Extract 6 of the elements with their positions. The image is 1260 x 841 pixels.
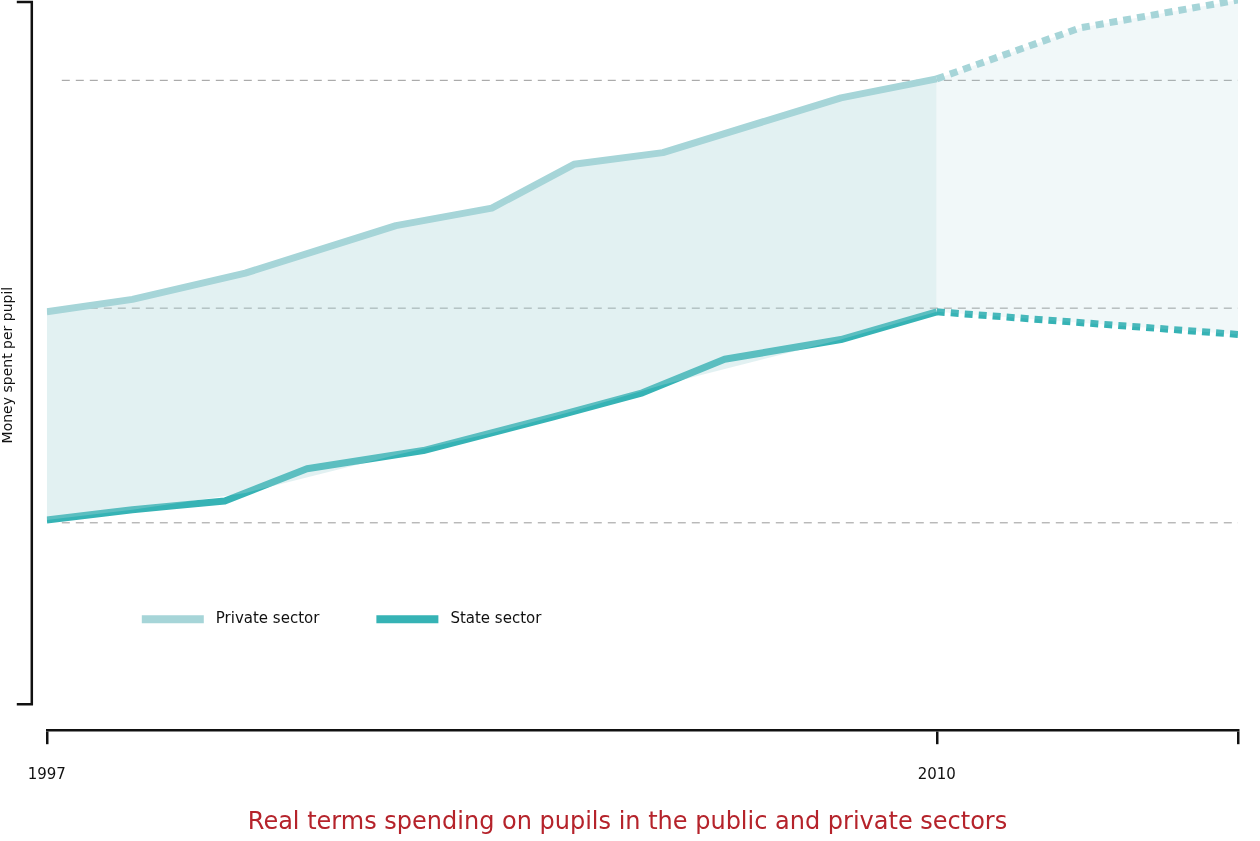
- x-tick-label: 1997: [27, 765, 66, 784]
- legend-label: Private sector: [215, 609, 321, 628]
- x-tick-label: 2010: [917, 765, 956, 784]
- y-axis-title: Money spent per pupil: [0, 286, 16, 444]
- text: Real terms spending on pupils in the public and private sectors: [247, 806, 1008, 835]
- legend-label: State sector: [450, 609, 543, 628]
